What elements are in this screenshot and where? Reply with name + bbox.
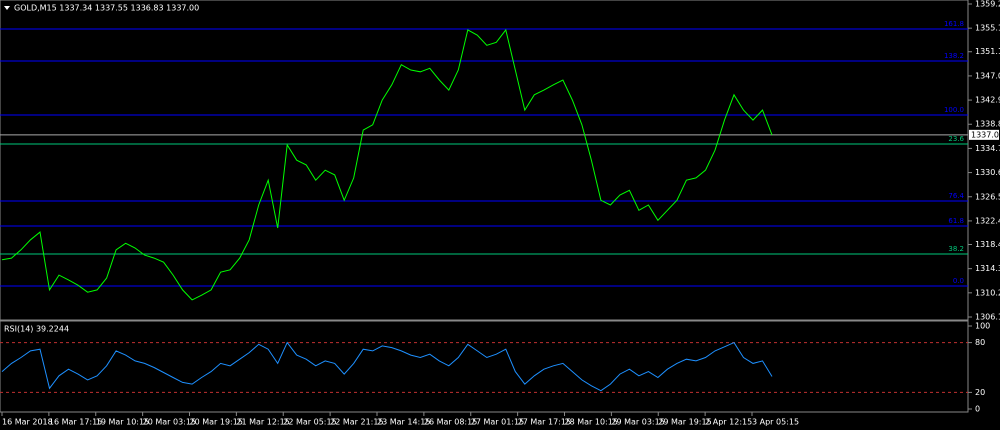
y-tick-label: 20	[975, 388, 985, 397]
x-tick-label: 29 Mar 03:15	[611, 418, 664, 427]
price-tag-label: 1337.00	[971, 130, 1000, 139]
rsi-panel	[0, 320, 969, 413]
main-panel	[0, 0, 969, 321]
y-tick-label: 1355.10	[975, 24, 1000, 33]
y-tick-label: 1306.10	[975, 313, 1000, 322]
y-tick-label: 1342.90	[975, 96, 1000, 105]
fibo-label: 76.4	[948, 192, 964, 200]
x-tick-label: 28 Mar 10:15	[565, 418, 618, 427]
x-tick-label: 19 Mar 10:15	[96, 418, 149, 427]
x-tick-label: 16 Mar 2018	[2, 418, 53, 427]
y-tick-label: 100	[975, 322, 990, 331]
y-tick-label: 1338.80	[975, 120, 1000, 129]
y-tick-label: 1359.20	[975, 0, 1000, 9]
x-tick-label: 27 Mar 17:15	[518, 418, 571, 427]
x-tick-label: 27 Mar 01:15	[471, 418, 524, 427]
y-tick-label: 0	[975, 405, 980, 414]
fibo-label: 61.8	[948, 217, 964, 225]
x-tick-label: 21 Mar 12:15	[236, 418, 289, 427]
x-tick-label: 22 Mar 21:15	[330, 418, 383, 427]
y-tick-label: 1334.70	[975, 144, 1000, 153]
x-tick-label: 23 Mar 14:15	[377, 418, 430, 427]
fibo-label: 161.8	[944, 20, 964, 28]
chart-title: GOLD,M15 1337.34 1337.55 1336.83 1337.00	[14, 4, 199, 13]
y-tick-label: 1322.40	[975, 216, 1000, 225]
fibo-label: 0.0	[953, 277, 964, 285]
x-tick-label: 2 Apr 12:15	[705, 418, 752, 427]
fibo-label: 38.2	[948, 245, 964, 253]
fibo-label: 23.6	[948, 135, 964, 143]
x-tick-label: 16 Mar 17:15	[49, 418, 102, 427]
x-tick-label: 22 Mar 05:15	[283, 418, 336, 427]
y-tick-label: 1330.60	[975, 168, 1000, 177]
price-line	[1, 28, 773, 301]
y-tick-label: 1318.40	[975, 240, 1000, 249]
price-line	[1, 341, 773, 392]
x-tick-label: 26 Mar 08:15	[424, 418, 477, 427]
y-tick-label: 80	[975, 338, 985, 347]
y-tick-label: 1326.50	[975, 192, 1000, 201]
price-tag	[969, 129, 999, 140]
y-tick-label: 1351.10	[975, 47, 1000, 56]
x-tick-label: 20 Mar 19:15	[190, 418, 243, 427]
fibo-label: 100.0	[944, 106, 964, 114]
x-tick-label: 3 Apr 05:15	[752, 418, 799, 427]
y-tick-label: 1310.20	[975, 288, 1000, 297]
rsi-title: RSI(14) 39.2244	[4, 325, 69, 334]
y-tick-label: 1314.30	[975, 264, 1000, 273]
x-tick-label: 20 Mar 03:15	[143, 418, 196, 427]
x-tick-label: 29 Mar 19:15	[658, 418, 711, 427]
y-tick-label: 1347.00	[975, 71, 1000, 80]
menu-arrow[interactable]	[4, 6, 10, 10]
fibo-label: 138.2	[944, 52, 964, 60]
